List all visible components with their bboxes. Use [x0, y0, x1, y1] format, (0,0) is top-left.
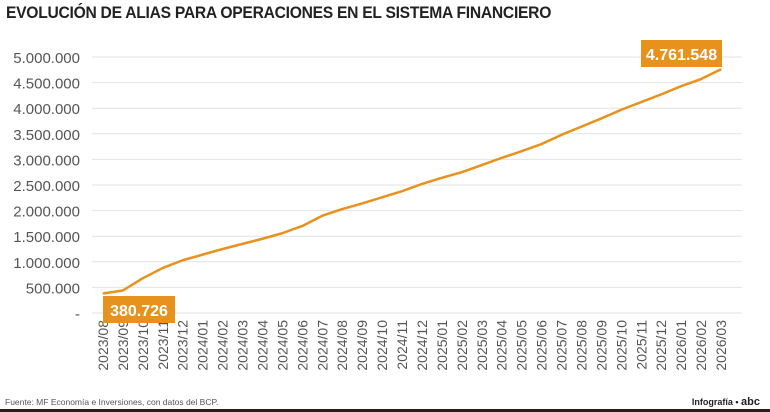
- x-tick-label: 2023/10: [135, 320, 151, 371]
- x-tick-label: 2024/08: [334, 320, 350, 371]
- data-point: [720, 68, 722, 70]
- data-point: [341, 208, 343, 210]
- data-label-box: [103, 296, 175, 323]
- x-tick-label: 2025/06: [534, 320, 550, 371]
- x-tick-label: 2025/09: [593, 320, 609, 371]
- data-point: [620, 109, 622, 111]
- x-tick-label: 2024/01: [195, 320, 211, 371]
- y-tick-label: 4.500.000: [13, 76, 80, 93]
- x-tick-label: 2023/09: [115, 320, 131, 371]
- y-tick-label: -: [75, 306, 80, 323]
- x-tick-label: 2025/04: [494, 320, 510, 371]
- x-tick-label: 2026/01: [673, 320, 689, 371]
- source-note: Fuente: MF Economía e Inversiones, con d…: [5, 397, 219, 407]
- data-point: [381, 196, 383, 198]
- data-point: [122, 289, 124, 291]
- data-point: [242, 243, 244, 245]
- y-tick-label: 500.000: [26, 280, 80, 297]
- data-point: [481, 164, 483, 166]
- data-point: [261, 238, 263, 240]
- x-tick-label: 2025/11: [633, 320, 649, 370]
- data-point: [361, 202, 363, 204]
- y-tick-label: 3.500.000: [13, 127, 80, 144]
- x-tick-label: 2024/04: [254, 320, 270, 371]
- y-tick-label: 4.000.000: [13, 101, 80, 118]
- data-point: [102, 293, 104, 295]
- data-point: [461, 171, 463, 173]
- data-point: [202, 254, 204, 256]
- data-point: [162, 267, 164, 269]
- data-point: [501, 157, 503, 159]
- y-tick-label: 1.500.000: [13, 229, 80, 246]
- x-tick-label: 2024/06: [294, 320, 310, 371]
- y-tick-label: 3.000.000: [13, 152, 80, 169]
- x-tick-label: 2024/12: [414, 320, 430, 371]
- x-tick-label: 2025/05: [514, 320, 530, 371]
- x-tick-label: 2024/09: [354, 320, 370, 371]
- series-line: [102, 68, 722, 295]
- y-tick-label: 1.000.000: [13, 255, 80, 272]
- x-tick-label: 2024/10: [374, 320, 390, 371]
- x-tick-label: 2023/11: [155, 320, 171, 370]
- data-point: [222, 248, 224, 250]
- credit: Infografía • abc: [692, 396, 760, 408]
- x-tick-label: 2023/08: [95, 320, 111, 371]
- chart-title: EVOLUCIÓN DE ALIAS PARA OPERACIONES EN E…: [6, 3, 552, 22]
- y-tick-label: 2.000.000: [13, 204, 80, 221]
- y-tick-label: 2.500.000: [13, 178, 80, 195]
- data-point: [142, 277, 144, 279]
- data-label: 380.726: [110, 303, 168, 320]
- x-tick-label: 2024/03: [235, 320, 251, 371]
- bottom-bar: [0, 409, 770, 412]
- data-point: [421, 183, 423, 185]
- x-tick-label: 2026/02: [693, 320, 709, 371]
- data-point: [281, 232, 283, 234]
- x-tick-label: 2025/02: [454, 320, 470, 371]
- data-label: 4.761.548: [646, 47, 717, 64]
- x-tick-label: 2023/12: [175, 320, 191, 371]
- data-point: [640, 101, 642, 103]
- data-point: [700, 78, 702, 80]
- x-tick-label: 2025/10: [613, 320, 629, 371]
- x-tick-label: 2025/12: [653, 320, 669, 371]
- x-tick-label: 2024/11: [394, 320, 410, 370]
- data-point: [580, 126, 582, 128]
- data-point: [301, 225, 303, 227]
- x-tick-label: 2026/03: [713, 320, 729, 371]
- x-tick-label: 2025/01: [434, 320, 450, 371]
- credit-text: Infografía •: [691, 397, 739, 407]
- line-chart: - 500.000 1.000.000 1.500.000 2.000.000 2.500…: [13, 40, 742, 371]
- data-point: [321, 215, 323, 217]
- data-point: [660, 93, 662, 95]
- data-label-box: [641, 40, 722, 67]
- y-tick-label: 5.000.000: [13, 50, 80, 67]
- data-point: [680, 85, 682, 87]
- x-tick-label: 2025/07: [554, 320, 570, 371]
- data-point: [600, 117, 602, 119]
- data-point: [182, 259, 184, 261]
- data-point: [561, 134, 563, 136]
- abc-logo: abc: [741, 396, 760, 408]
- x-tick-label: 2025/03: [474, 320, 490, 371]
- x-tick-label: 2024/02: [215, 320, 231, 371]
- x-tick-label: 2024/05: [274, 320, 290, 371]
- x-tick-label: 2025/08: [573, 320, 589, 371]
- x-tick-label: 2024/07: [314, 320, 330, 371]
- data-point: [521, 150, 523, 152]
- data-point: [401, 190, 403, 192]
- data-point: [541, 143, 543, 145]
- data-point: [441, 177, 443, 179]
